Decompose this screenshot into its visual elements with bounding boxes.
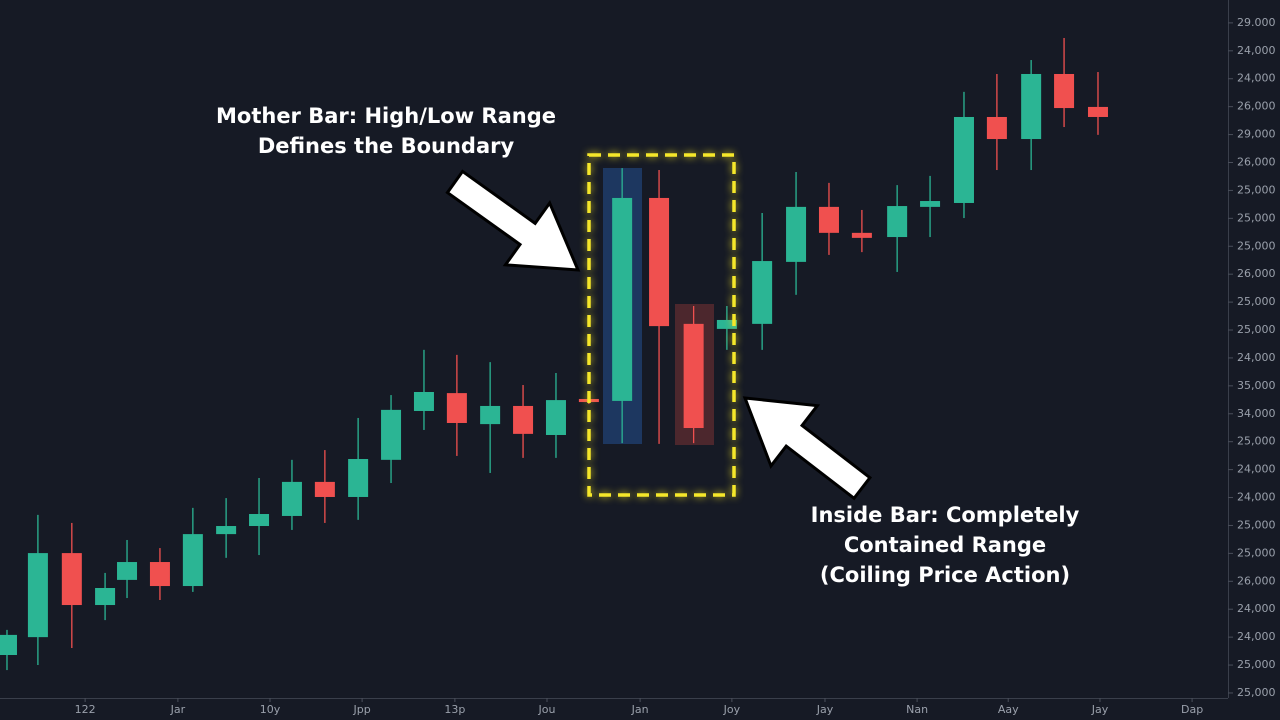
candle-body [381, 409, 402, 460]
y-tick-label: 25,000 [1237, 211, 1276, 224]
candle-body [149, 562, 170, 587]
y-tick-label: 26,000 [1237, 574, 1276, 587]
y-tick-label: 24,000 [1237, 72, 1276, 85]
candle-body [953, 116, 974, 203]
candle-body [1054, 73, 1075, 109]
candle-body [0, 634, 17, 656]
candle-body [413, 391, 434, 411]
x-tick-label: Jou [538, 703, 556, 716]
y-tick-label: 34,000 [1237, 407, 1276, 420]
candle-body [851, 232, 872, 238]
candle-body [818, 206, 839, 233]
candle-body [117, 562, 138, 580]
x-tick-label: Jpp [353, 703, 371, 716]
arrow [445, 169, 581, 272]
y-tick-label: 24,000 [1237, 630, 1276, 643]
y-tick-label: 25,000 [1237, 518, 1276, 531]
candle-body [446, 393, 467, 423]
candle-body [612, 197, 633, 401]
x-tick-label: Joy [723, 703, 741, 716]
y-tick-label: 24,000 [1237, 463, 1276, 476]
y-tick-label: 25,000 [1237, 323, 1276, 336]
candle-body [513, 405, 534, 434]
candle-body [1087, 106, 1108, 117]
candle-body [649, 197, 670, 327]
candle-body [887, 206, 908, 238]
annotation-line: Mother Bar: High/Low Range [216, 104, 556, 128]
annotation-line: (Coiling Price Action) [820, 563, 1070, 587]
candle-body [314, 481, 335, 497]
arrow [742, 396, 873, 501]
annotation-line: Defines the Boundary [258, 134, 515, 158]
x-tick-label: Dap [1181, 703, 1203, 716]
candle-body [249, 514, 270, 527]
candle-body [95, 587, 116, 606]
candles [0, 37, 1108, 671]
y-tick-label: 24,000 [1237, 44, 1276, 57]
y-tick-label: 25,000 [1237, 239, 1276, 252]
x-tick-label: 10y [260, 703, 281, 716]
y-tick-label: 26,000 [1237, 100, 1276, 113]
y-tick-label: 25,000 [1237, 295, 1276, 308]
candle-body [683, 323, 704, 429]
candle-body [348, 459, 369, 497]
candle-body [986, 116, 1007, 140]
arrows [445, 169, 873, 501]
x-tick-label: Jar [170, 703, 186, 716]
x-tick-label: 122 [75, 703, 96, 716]
candle-body [27, 553, 48, 638]
y-tick-label: 29,000 [1237, 128, 1276, 141]
y-tick-label: 25,000 [1237, 686, 1276, 699]
x-tick-label: 13p [444, 703, 465, 716]
y-tick-label: 26,000 [1237, 267, 1276, 280]
candle-body [61, 553, 82, 606]
y-tick-label: 25,000 [1237, 546, 1276, 559]
x-tick-label: Jay [816, 703, 834, 716]
y-tick-label: 25,000 [1237, 435, 1276, 448]
candle-body [480, 405, 501, 425]
y-tick-label: 24,000 [1237, 491, 1276, 504]
y-tick-label: 25,000 [1237, 658, 1276, 671]
x-tick-label: Jan [631, 703, 649, 716]
candle-body [1021, 73, 1042, 140]
x-tick-label: Aay [998, 703, 1019, 716]
y-tick-label: 25,000 [1237, 183, 1276, 196]
x-tick-label: Jay [1091, 703, 1109, 716]
candle-body [752, 261, 773, 324]
candle-body [281, 481, 302, 516]
y-tick-label: 24,000 [1237, 351, 1276, 364]
y-tick-label: 24,000 [1237, 602, 1276, 615]
candle-body [216, 526, 237, 535]
x-tick-label: Nan [906, 703, 928, 716]
annotation-line: Contained Range [844, 533, 1046, 557]
candle-body [920, 201, 941, 207]
candle-body [716, 319, 737, 329]
y-tick-label: 35,000 [1237, 379, 1276, 392]
candle-body [786, 206, 807, 262]
y-tick-label: 26,000 [1237, 155, 1276, 168]
candle-body [545, 400, 566, 435]
candle-body [182, 534, 203, 587]
pattern-box [587, 153, 736, 497]
annotation-line: Inside Bar: Completely [811, 503, 1080, 527]
y-tick-label: 29.000 [1237, 16, 1276, 29]
